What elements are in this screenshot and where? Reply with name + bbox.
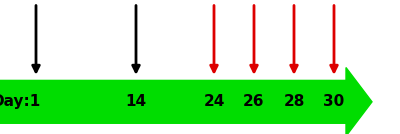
Text: Day:1: Day:1 [0, 94, 41, 109]
FancyArrow shape [0, 68, 372, 134]
Text: 24: 24 [203, 94, 225, 109]
Text: 14: 14 [126, 94, 146, 109]
Text: 30: 30 [323, 94, 345, 109]
Text: 28: 28 [283, 94, 305, 109]
Text: 26: 26 [243, 94, 265, 109]
